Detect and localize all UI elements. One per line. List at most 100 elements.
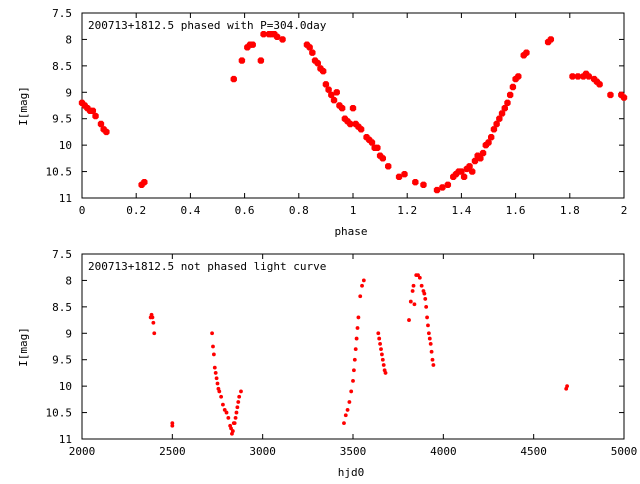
phased-xtick-label: 0	[79, 204, 86, 217]
unphased-data-point	[376, 331, 381, 336]
unphased-data-point	[343, 413, 348, 418]
unphased-chart-panel: 200713+1812.5 not phased light curve hjd…	[17, 248, 637, 479]
unphased-data-point	[565, 384, 569, 389]
unphased-data-point	[214, 376, 219, 381]
unphased-data-point	[360, 283, 364, 288]
unphased-data-point	[383, 371, 388, 375]
phased-data-point	[490, 126, 498, 133]
unphased-data-point	[170, 421, 175, 426]
phased-data-point	[103, 128, 110, 136]
unphased-data-point	[419, 283, 424, 288]
unphased-data-point	[380, 352, 384, 357]
unphased-ytick-label: 9.5	[52, 354, 72, 367]
phased-data-point	[479, 149, 487, 157]
unphased-chart-ticks: 2000 2500 3000 3500 4000 4500 5000 7.5 8 8.5 9 9.5 1…	[46, 248, 638, 458]
phased-chart-xlabel: phase	[334, 225, 367, 238]
unphased-data-point	[429, 349, 434, 354]
unphased-chart-title: 200713+1812.5 not phased light curve	[88, 260, 326, 273]
phased-chart-panel: 200713+1812.5 phased with P=304.0day pha…	[17, 7, 627, 238]
unphased-data-point	[361, 278, 366, 283]
phased-ytick-label: 7.5	[52, 7, 72, 20]
phased-xtick-label: 2	[621, 204, 628, 217]
phased-data-point	[444, 181, 452, 188]
unphased-data-point	[417, 275, 422, 280]
unphased-data-point	[358, 294, 363, 299]
phased-data-point	[458, 168, 465, 175]
unphased-ytick-label: 7.5	[52, 248, 72, 261]
phased-data-point	[496, 115, 503, 122]
phased-data-point	[501, 104, 508, 112]
phased-xtick-label: 0.6	[235, 204, 255, 217]
phased-data-point	[333, 89, 340, 96]
unphased-data-point	[408, 299, 413, 304]
unphased-data-point	[431, 363, 436, 367]
phased-ytick-label: 10.5	[46, 166, 73, 179]
unphased-ytick-label: 11	[59, 433, 72, 446]
phased-data-point	[547, 36, 555, 43]
phased-data-point	[506, 91, 514, 99]
phased-xtick-label: 1	[350, 204, 357, 217]
unphased-data-point	[347, 400, 352, 404]
unphased-data-point	[239, 389, 243, 394]
phased-data-point	[385, 163, 392, 170]
phased-data-point	[257, 57, 265, 64]
unphased-data-point	[407, 318, 411, 322]
unphased-data-point	[426, 323, 430, 328]
unphased-data-point	[215, 381, 220, 386]
phased-ytick-label: 9	[65, 86, 72, 99]
unphased-chart-ylabel: I[mag]	[17, 327, 30, 367]
unphased-data-point	[219, 394, 224, 399]
unphased-data-point	[353, 347, 358, 352]
phased-data-point	[523, 49, 530, 56]
phased-data-point	[395, 173, 403, 181]
phased-data-point	[493, 120, 500, 128]
unphased-chart-points	[148, 273, 569, 436]
phased-ytick-label: 8.5	[52, 60, 72, 73]
phased-ytick-label: 8	[65, 33, 72, 46]
unphased-data-point	[235, 405, 240, 410]
unphased-data-point	[378, 341, 382, 346]
phased-data-point	[585, 73, 592, 80]
phased-data-point	[279, 36, 286, 43]
unphased-data-point	[426, 331, 431, 336]
unphased-data-point	[342, 421, 346, 426]
unphased-data-point	[211, 344, 215, 349]
unphased-data-point	[379, 347, 383, 352]
unphased-data-point	[424, 304, 429, 309]
phased-data-point	[488, 134, 495, 141]
unphased-data-point	[232, 421, 237, 426]
phased-data-point	[477, 155, 484, 162]
unphased-ytick-label: 10	[59, 380, 72, 393]
phased-data-point	[420, 181, 427, 188]
phased-data-point	[509, 83, 517, 91]
phased-data-point	[319, 67, 327, 75]
phased-data-point	[596, 81, 603, 88]
unphased-data-point	[213, 371, 218, 375]
phased-data-point	[273, 33, 281, 40]
unphased-data-point	[428, 341, 433, 346]
unphased-ytick-label: 8.5	[52, 301, 72, 314]
phased-ytick-label: 9.5	[52, 113, 72, 126]
phased-data-point	[141, 178, 148, 186]
phased-data-point	[607, 91, 614, 99]
unphased-xtick-label: 3000	[249, 445, 276, 458]
phased-data-point	[569, 73, 576, 80]
phased-data-point	[515, 73, 522, 80]
phased-data-point	[368, 139, 376, 146]
unphased-data-point	[217, 389, 222, 394]
phased-data-point	[357, 126, 365, 133]
unphased-data-point	[224, 410, 229, 415]
phased-data-point	[498, 110, 506, 117]
phased-xtick-label: 1.2	[397, 204, 417, 217]
unphased-data-point	[352, 357, 357, 362]
phased-data-point	[230, 75, 237, 83]
phased-data-point	[338, 104, 346, 112]
phased-xtick-label: 1.6	[506, 204, 526, 217]
unphased-xtick-label: 4000	[430, 445, 457, 458]
unphased-data-point	[221, 402, 225, 407]
phased-xtick-label: 1.4	[451, 204, 471, 217]
phased-data-point	[412, 178, 419, 186]
unphased-data-point	[345, 408, 350, 412]
unphased-data-point	[150, 315, 155, 320]
